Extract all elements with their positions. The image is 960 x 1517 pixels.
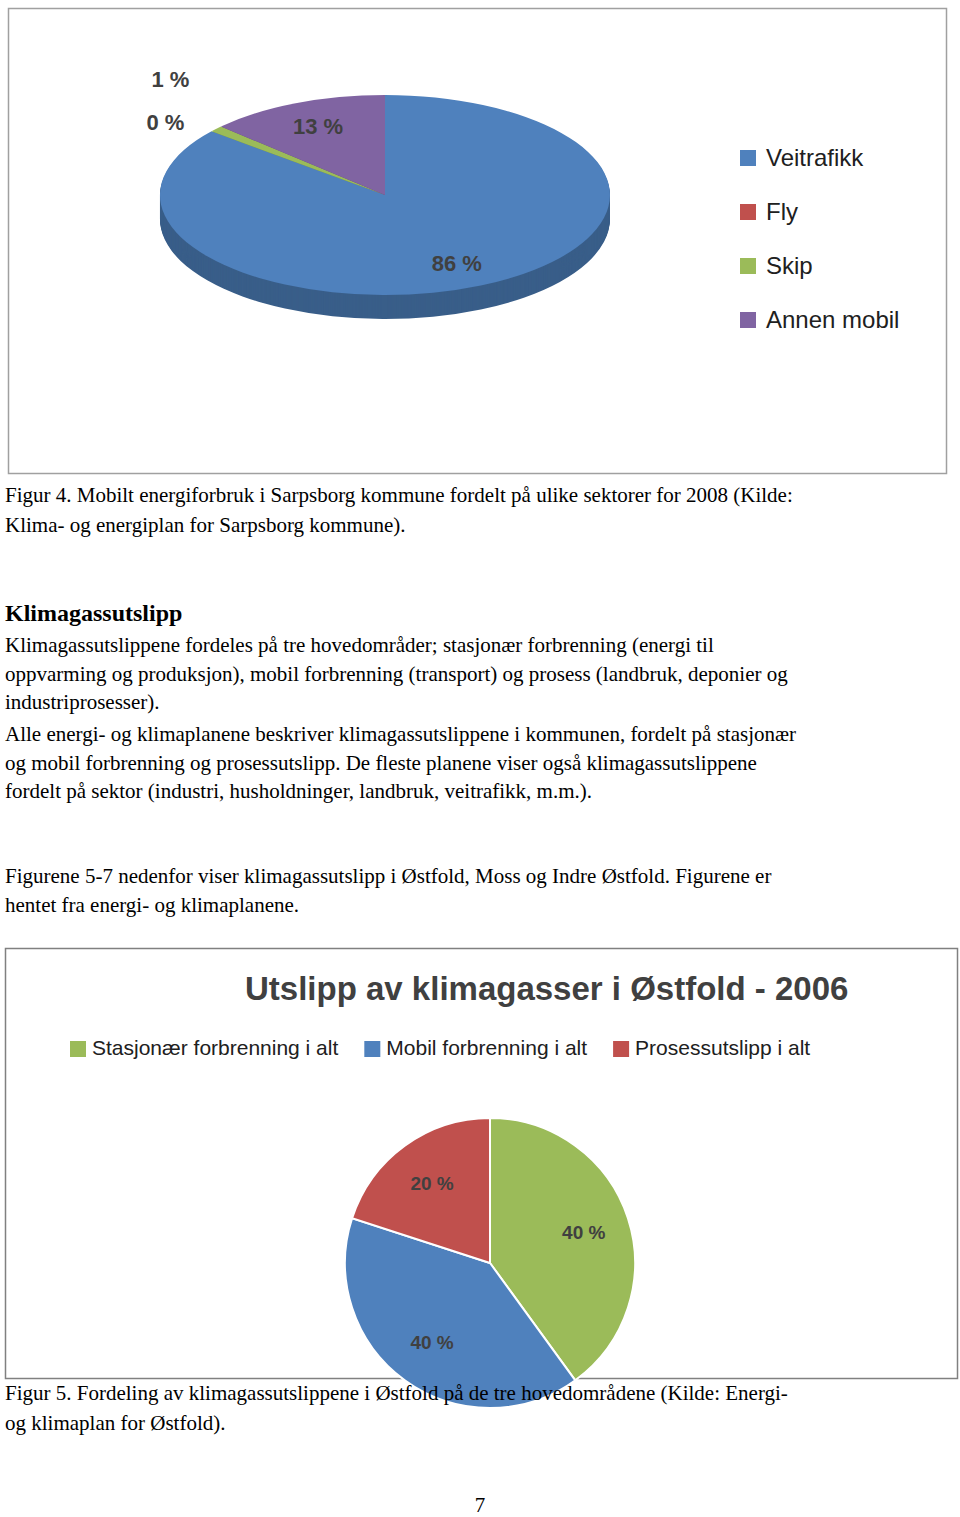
legend-swatch	[740, 258, 756, 274]
figure-caption: og klimaplan for Østfold).	[5, 1411, 225, 1435]
pie-slice	[352, 1118, 490, 1263]
data-label: 13 %	[293, 114, 343, 139]
paragraph-line: oppvarming og produksjon), mobil forbren…	[5, 662, 788, 686]
legend-swatch	[740, 150, 756, 166]
data-label: 0 %	[146, 110, 184, 135]
figure-frame	[9, 9, 947, 474]
figure-caption: Figur 5. Fordeling av klimagassutslippen…	[5, 1381, 788, 1405]
pie-chart: 86 % 0 % 1 % 13 % Veitrafikk Fly Skip Annen mob…	[146, 67, 899, 333]
paragraph-line: industriprosesser).	[5, 690, 160, 714]
pie-slices	[345, 1118, 635, 1408]
legend-swatch	[740, 204, 756, 220]
legend-entry: Skip	[766, 252, 813, 279]
page: 86 % 0 % 1 % 13 % Veitrafikk Fly Skip Annen mob…	[0, 0, 960, 1517]
legend: Stasjonær forbrenning i alt Mobil forbren…	[70, 1036, 810, 1059]
legend-swatch	[70, 1041, 86, 1057]
legend-entry: Fly	[766, 198, 798, 225]
paragraph-line: fordelt på sektor (industri, husholdning…	[5, 779, 592, 803]
legend-entry: Veitrafikk	[766, 144, 864, 171]
data-label: 40 %	[410, 1332, 453, 1353]
data-label: 40 %	[562, 1222, 605, 1243]
legend-entry: Mobil forbrenning i alt	[386, 1036, 587, 1059]
paragraph-line: og mobil forbrenning og prosessutslipp. …	[5, 751, 757, 775]
legend-entry: Annen mobil	[766, 306, 899, 333]
legend: Veitrafikk Fly Skip Annen mobil	[740, 144, 899, 333]
legend-swatch	[740, 312, 756, 328]
data-label: 1 %	[151, 67, 189, 92]
legend-swatch	[613, 1041, 629, 1057]
chart-title: Utslipp av klimagasser i Østfold - 2006	[245, 970, 848, 1007]
paragraph-line: Klimagassutslippene fordeles på tre hove…	[5, 633, 714, 657]
paragraph-line: Figurene 5-7 nedenfor viser klimagassuts…	[5, 864, 771, 888]
page-number: 7	[475, 1493, 486, 1517]
figure-caption: Klima- og energiplan for Sarpsborg kommu…	[5, 513, 405, 537]
data-label: 20 %	[410, 1173, 453, 1194]
paragraph-line: Alle energi- og klimaplanene beskriver k…	[5, 722, 796, 746]
pie-chart: Utslipp av klimagasser i Østfold - 2006 4…	[70, 970, 848, 1408]
pie-depth	[160, 96, 610, 296]
pie-slice	[160, 95, 610, 295]
legend-entry: Stasjonær forbrenning i alt	[92, 1036, 338, 1059]
paragraph-line: hentet fra energi- og klimaplanene.	[5, 893, 299, 917]
pie-slices	[160, 95, 610, 295]
figure-caption: Figur 4. Mobilt energiforbruk i Sarpsbor…	[5, 483, 793, 507]
heading: Klimagassutslipp	[5, 600, 182, 626]
pie-slice	[221, 95, 385, 195]
data-label: 86 %	[432, 251, 482, 276]
legend-entry: Prosessutslipp i alt	[635, 1036, 810, 1059]
legend-swatch	[364, 1041, 380, 1057]
